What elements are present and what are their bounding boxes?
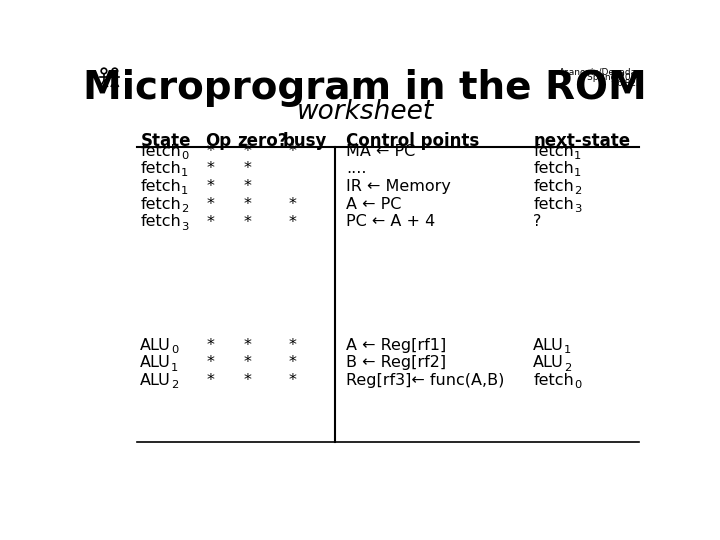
Text: PC ← A + 4: PC ← A + 4 (346, 214, 435, 230)
Text: *: * (207, 144, 215, 159)
Text: *: * (243, 179, 251, 194)
Text: worksheet: worksheet (297, 99, 433, 125)
Text: fetch: fetch (140, 144, 181, 159)
Text: *: * (207, 197, 215, 212)
Text: ALU: ALU (140, 355, 171, 370)
Text: Reg[rf3]← func(A,B): Reg[rf3]← func(A,B) (346, 373, 504, 388)
Text: 1: 1 (574, 168, 581, 178)
Text: B ← Reg[rf2]: B ← Reg[rf2] (346, 355, 446, 370)
Text: *: * (207, 179, 215, 194)
Text: fetch: fetch (140, 179, 181, 194)
Text: fetch: fetch (534, 144, 574, 159)
Text: fetch: fetch (534, 179, 574, 194)
Text: fetch: fetch (140, 197, 181, 212)
Text: 0: 0 (171, 345, 179, 355)
Text: *: * (289, 338, 296, 353)
Text: *: * (243, 197, 251, 212)
Text: *: * (243, 338, 251, 353)
Text: *: * (243, 144, 251, 159)
Text: MA ← PC: MA ← PC (346, 144, 415, 159)
Text: ....: .... (346, 161, 366, 177)
Text: 0: 0 (181, 151, 189, 161)
Text: ALU: ALU (140, 373, 171, 388)
Text: *: * (243, 355, 251, 370)
Text: busy: busy (282, 132, 327, 150)
Text: 3: 3 (574, 204, 582, 214)
Text: IR ← Memory: IR ← Memory (346, 179, 451, 194)
Text: next-state: next-state (534, 132, 631, 150)
Text: 6.823: 6.823 (616, 79, 642, 89)
Text: A ← PC: A ← PC (346, 197, 401, 212)
Text: fetch: fetch (140, 161, 181, 177)
Text: Spring 2002: Spring 2002 (587, 73, 642, 82)
Text: fetch: fetch (534, 161, 574, 177)
Text: ALU: ALU (534, 355, 564, 370)
Text: 2: 2 (574, 186, 581, 196)
Text: *: * (207, 161, 215, 177)
Text: *: * (243, 214, 251, 230)
Text: 2: 2 (171, 380, 179, 390)
Text: 1: 1 (574, 151, 581, 161)
Text: 1: 1 (181, 168, 189, 178)
Text: *: * (289, 197, 296, 212)
Text: *: * (289, 144, 296, 159)
Text: fetch: fetch (534, 197, 574, 212)
Text: Microprogram in the ROM: Microprogram in the ROM (84, 69, 647, 107)
Text: 3: 3 (181, 221, 189, 232)
Text: *: * (207, 338, 215, 353)
Text: fetch: fetch (534, 373, 574, 388)
Text: State: State (140, 132, 191, 150)
Text: 0: 0 (574, 380, 581, 390)
Text: *: * (289, 355, 296, 370)
Text: fetch: fetch (140, 214, 181, 230)
Text: ALU: ALU (534, 338, 564, 353)
Text: *: * (243, 373, 251, 388)
Text: *: * (207, 214, 215, 230)
Text: *: * (289, 214, 296, 230)
Text: ALU: ALU (140, 338, 171, 353)
Text: 2: 2 (564, 362, 571, 373)
Text: Op: Op (204, 132, 231, 150)
Text: Control points: Control points (346, 132, 479, 150)
Text: 2: 2 (181, 204, 189, 214)
Text: 1: 1 (171, 362, 179, 373)
Text: *: * (207, 355, 215, 370)
Text: 1: 1 (564, 345, 571, 355)
Text: A ← Reg[rf1]: A ← Reg[rf1] (346, 338, 446, 353)
Text: *: * (207, 373, 215, 388)
Text: 1: 1 (181, 186, 189, 196)
Text: Asanovic/Devadas: Asanovic/Devadas (559, 67, 642, 76)
Text: ?: ? (534, 214, 541, 230)
Text: *: * (289, 373, 296, 388)
Text: *: * (243, 161, 251, 177)
Text: zero?: zero? (238, 132, 288, 150)
